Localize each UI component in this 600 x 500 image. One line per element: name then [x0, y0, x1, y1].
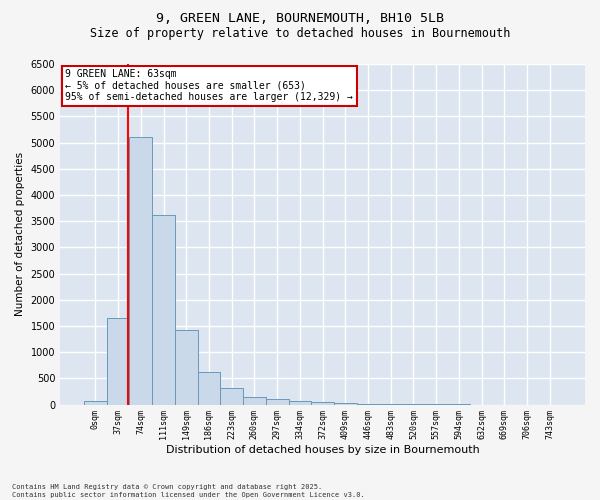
Bar	[334, 403, 356, 404]
Bar	[243, 396, 266, 404]
X-axis label: Distribution of detached houses by size in Bournemouth: Distribution of detached houses by size …	[166, 445, 479, 455]
Bar	[175, 330, 197, 404]
Y-axis label: Number of detached properties: Number of detached properties	[15, 152, 25, 316]
Bar	[266, 400, 289, 404]
Bar	[84, 401, 107, 404]
Bar	[289, 401, 311, 404]
Bar	[152, 215, 175, 404]
Bar	[311, 402, 334, 404]
Bar	[220, 388, 243, 404]
Bar	[130, 138, 152, 404]
Text: 9, GREEN LANE, BOURNEMOUTH, BH10 5LB: 9, GREEN LANE, BOURNEMOUTH, BH10 5LB	[156, 12, 444, 26]
Text: Contains HM Land Registry data © Crown copyright and database right 2025.
Contai: Contains HM Land Registry data © Crown c…	[12, 484, 365, 498]
Text: Size of property relative to detached houses in Bournemouth: Size of property relative to detached ho…	[90, 28, 510, 40]
Text: 9 GREEN LANE: 63sqm
← 5% of detached houses are smaller (653)
95% of semi-detach: 9 GREEN LANE: 63sqm ← 5% of detached hou…	[65, 69, 353, 102]
Bar	[107, 318, 130, 404]
Bar	[197, 372, 220, 404]
